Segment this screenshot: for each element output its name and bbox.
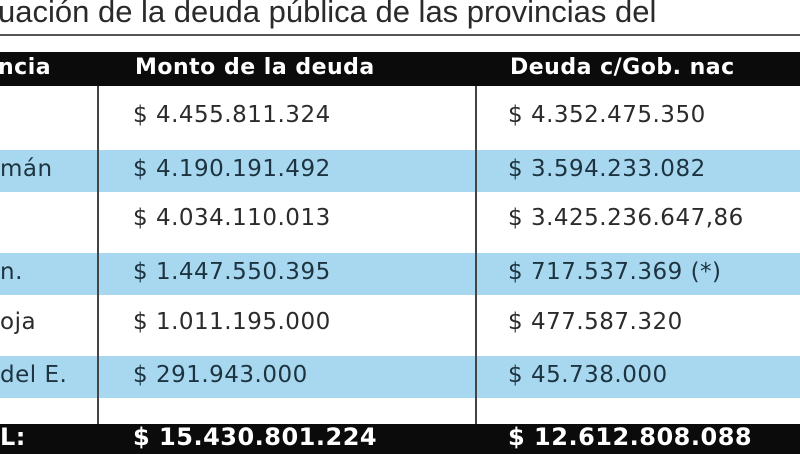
cell-deuda-gob: $ 4.352.475.350 [508, 102, 706, 128]
header-deuda-gob: Deuda c/Gob. nac [510, 55, 735, 80]
cell-monto: $ 4.034.110.013 [133, 205, 331, 231]
table-row: n. $ 1.447.550.395 $ 717.537.369 (*) [0, 253, 800, 295]
cell-provincia: oja [0, 309, 37, 335]
total-row: L: $ 15.430.801.224 $ 12.612.808.088 [0, 423, 800, 454]
column-divider [97, 86, 99, 424]
header-monto: Monto de la deuda [135, 55, 375, 80]
cell-monto: $ 1.011.195.000 [133, 309, 331, 335]
column-divider [475, 86, 477, 424]
header-provincia: ncia [0, 55, 52, 80]
cell-monto: $ 291.943.000 [133, 362, 308, 388]
cell-deuda-gob: $ 477.587.320 [508, 309, 683, 335]
cell-monto: $ 4.455.811.324 [133, 102, 331, 128]
total-monto: $ 15.430.801.224 [133, 423, 378, 451]
cell-deuda-gob: $ 45.738.000 [508, 362, 668, 388]
cell-deuda-gob: $ 3.425.236.647,86 [508, 205, 744, 231]
cell-provincia: mán [0, 156, 53, 182]
table-header: ncia Monto de la deuda Deuda c/Gob. nac [0, 52, 800, 86]
table-row: $ 4.455.811.324 $ 4.352.475.350 [0, 96, 800, 138]
total-label: L: [0, 423, 26, 451]
table-row: $ 4.034.110.013 $ 3.425.236.647,86 [0, 199, 800, 241]
cell-monto: $ 1.447.550.395 [133, 259, 331, 285]
table-row: mán $ 4.190.191.492 $ 3.594.233.082 [0, 150, 800, 192]
page-title: uación de la deuda pública de las provin… [0, 0, 657, 29]
cell-provincia: n. [0, 259, 23, 285]
cell-monto: $ 4.190.191.492 [133, 156, 331, 182]
cell-deuda-gob: $ 717.537.369 (*) [508, 259, 722, 285]
table-row: oja $ 1.011.195.000 $ 477.587.320 [0, 303, 800, 345]
cell-provincia: del E. [0, 362, 68, 388]
table-row: del E. $ 291.943.000 $ 45.738.000 [0, 356, 800, 398]
total-deuda-gob: $ 12.612.808.088 [508, 423, 753, 451]
title-divider [0, 34, 800, 36]
cell-deuda-gob: $ 3.594.233.082 [508, 156, 706, 182]
